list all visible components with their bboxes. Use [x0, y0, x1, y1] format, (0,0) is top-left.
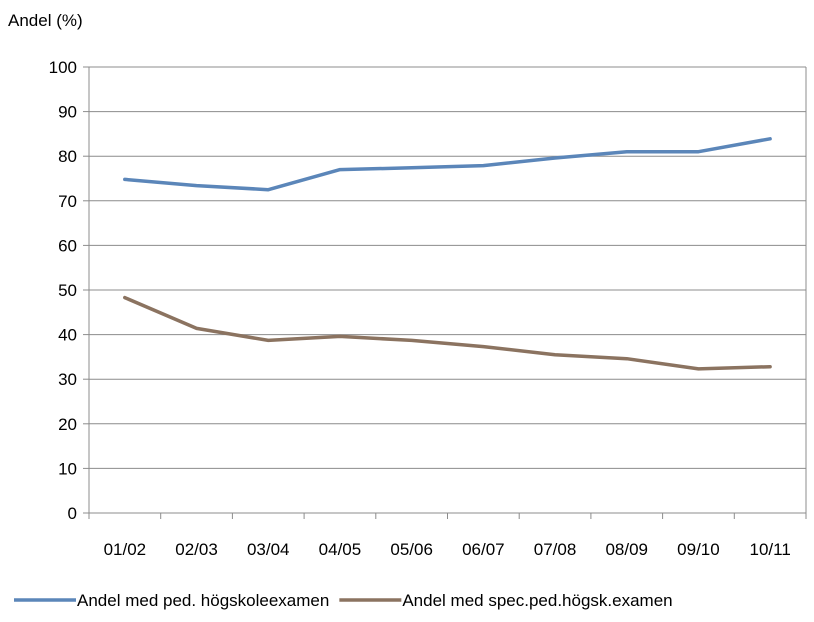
legend-label-1: Andel med ped. högskoleexamen: [77, 591, 329, 610]
legend: Andel med ped. högskoleexamen Andel med s…: [14, 591, 673, 610]
x-tick-label: 03/04: [247, 540, 290, 559]
y-tick-label: 100: [49, 58, 77, 77]
y-tick-label: 90: [58, 103, 77, 122]
x-tick-label: 07/08: [534, 540, 577, 559]
y-tick-label: 80: [58, 147, 77, 166]
y-tick-label: 20: [58, 415, 77, 434]
x-tick-labels: 01/02 02/03 03/04 04/05 05/06 06/07 07/08 08/09…: [104, 540, 791, 559]
x-tick-label: 05/06: [390, 540, 433, 559]
y-tick-labels: 0 10 20 30 40 50 60 70 80 90 100: [49, 58, 77, 523]
y-tick-label: 50: [58, 281, 77, 300]
y-tick-label: 30: [58, 370, 77, 389]
y-tick-label: 60: [58, 236, 77, 255]
x-tick-label: 08/09: [605, 540, 648, 559]
y-axis-title: Andel (%): [8, 11, 83, 30]
series-line-1: [123, 137, 772, 192]
legend-label-2: Andel med spec.ped.högsk.examen: [402, 591, 672, 610]
x-tick-label: 04/05: [319, 540, 362, 559]
x-tick-label: 10/11: [750, 540, 791, 559]
y-tick-label: 0: [68, 504, 77, 523]
x-tick-label: 06/07: [462, 540, 505, 559]
series-lines: [123, 137, 772, 371]
axes: [83, 66, 807, 519]
gridlines: [89, 66, 806, 469]
y-tick-label: 40: [58, 326, 77, 345]
x-tick-label: 02/03: [175, 540, 218, 559]
x-tick-label: 01/02: [104, 540, 147, 559]
series-line-2: [123, 295, 772, 371]
x-tick-label: 09/10: [677, 540, 720, 559]
y-tick-label: 10: [58, 459, 77, 478]
y-tick-label: 70: [58, 192, 77, 211]
